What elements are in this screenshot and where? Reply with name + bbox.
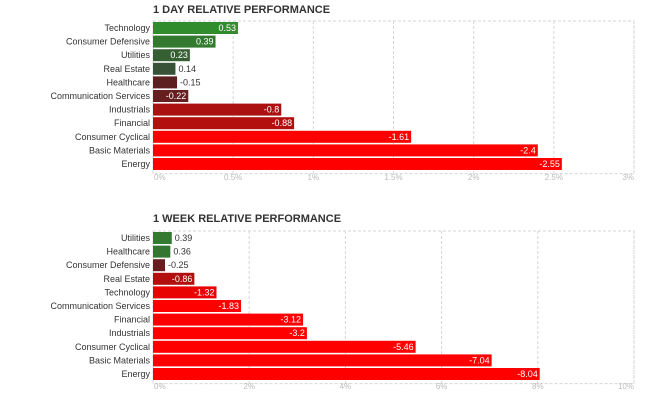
tick-label: 8%: [532, 382, 544, 391]
data-label: -0.8: [264, 105, 280, 115]
tick-label: 2.5%: [545, 173, 563, 182]
tick-labels: 0% 2% 4% 6% 8% 10%: [154, 382, 634, 391]
data-label: -0.86: [172, 274, 193, 284]
category-label: Industrials: [109, 328, 151, 338]
bars: [153, 22, 562, 170]
value-labels: 0.39 0.36 -0.25 -0.86-1.32 -1.83 -3.12 -3.2 -5.…: [168, 233, 538, 379]
category-label: Technology: [104, 23, 150, 33]
one-day-chart: 1 DAY RELATIVE PERFORMANCE Technology Con…: [50, 4, 635, 182]
category-label: Utilities: [121, 233, 151, 243]
category-label: Basic Materials: [89, 355, 151, 365]
category-labels: Technology Consumer Defensive Utilities Rea…: [50, 23, 150, 169]
category-label: Energy: [121, 159, 150, 169]
tick-labels: 0% 0.5% 1% 1.5% 2% 2.5% 3%: [154, 173, 634, 182]
bar: [153, 272, 195, 285]
data-label: 0.39: [196, 37, 214, 47]
data-label: 0.23: [170, 50, 188, 60]
category-label: Healthcare: [106, 247, 150, 257]
tick-label: 6%: [436, 382, 448, 391]
category-label: Real Estate: [103, 64, 150, 74]
category-label: Communication Services: [50, 301, 150, 311]
bar: [153, 130, 412, 143]
category-label: Technology: [104, 287, 150, 297]
tick-label: 4%: [340, 382, 352, 391]
bar: [153, 313, 304, 326]
data-label: 0.14: [178, 64, 196, 74]
data-label: -3.12: [281, 315, 302, 325]
bar: [153, 340, 416, 353]
tick-label: 1%: [308, 173, 320, 182]
tick-label: 2%: [468, 173, 480, 182]
data-label: -0.88: [272, 118, 293, 128]
tick-label: 0.5%: [224, 173, 242, 182]
tick-label: 0%: [154, 173, 166, 182]
chart-title: 1 WEEK RELATIVE PERFORMANCE: [153, 213, 341, 225]
data-label: -0.25: [168, 260, 189, 270]
tick-label: 3%: [622, 173, 634, 182]
data-label: 0.36: [173, 247, 191, 257]
tick-label: 1.5%: [384, 173, 402, 182]
bar: [153, 103, 282, 116]
data-label: -1.83: [219, 301, 240, 311]
category-label: Basic Materials: [89, 145, 151, 155]
bar: [153, 49, 190, 62]
data-label: -8.04: [517, 369, 538, 379]
category-label: Consumer Defensive: [66, 260, 150, 270]
one-week-chart: 1 WEEK RELATIVE PERFORMANCE Utilities Hea…: [50, 213, 635, 391]
tick-label: 10%: [618, 382, 634, 391]
data-label: -3.2: [289, 328, 305, 338]
bar: [153, 76, 178, 89]
data-label: -2.4: [520, 145, 536, 155]
category-label: Financial: [114, 315, 150, 325]
bar: [153, 22, 238, 34]
bar: [153, 158, 562, 170]
category-label: Financial: [114, 118, 150, 128]
category-labels: Utilities Healthcare Consumer Defensive Rea…: [50, 233, 150, 379]
tick-label: 0%: [154, 382, 166, 391]
data-label: -1.61: [389, 132, 410, 142]
bar: [153, 90, 189, 102]
bar: [153, 286, 217, 299]
category-label: Healthcare: [106, 77, 150, 87]
category-label: Consumer Defensive: [66, 37, 150, 47]
bar: [153, 117, 295, 130]
data-label: -0.22: [166, 91, 187, 101]
data-label: -1.32: [194, 287, 215, 297]
category-label: Real Estate: [103, 274, 150, 284]
data-label: 0.53: [218, 23, 236, 33]
data-label: -2.55: [539, 159, 560, 169]
category-label: Consumer Cyclical: [75, 342, 150, 352]
category-label: Utilities: [121, 50, 151, 60]
chart-title: 1 DAY RELATIVE PERFORMANCE: [153, 4, 330, 16]
value-labels: 0.53 0.39 0.23 0.14 -0.15 -0.22 -0.8 -0.88 -1.61…: [166, 23, 560, 169]
data-label: -5.46: [393, 342, 414, 352]
bar: [153, 327, 307, 340]
bar: [153, 300, 242, 312]
bar: [153, 35, 216, 48]
bars: [153, 232, 540, 380]
data-label: -0.15: [180, 77, 201, 87]
data-label: 0.39: [175, 233, 193, 243]
tick-label: 2%: [243, 382, 255, 391]
category-label: Energy: [121, 369, 150, 379]
bar: [153, 144, 538, 157]
bar: [153, 368, 540, 380]
category-label: Consumer Cyclical: [75, 132, 150, 142]
data-label: -7.04: [469, 355, 490, 365]
bar: [153, 259, 166, 272]
bar: [153, 232, 172, 244]
bar: [153, 354, 492, 367]
bar: [153, 245, 171, 258]
category-label: Communication Services: [50, 91, 150, 101]
category-label: Industrials: [109, 105, 151, 115]
bar: [153, 62, 176, 75]
